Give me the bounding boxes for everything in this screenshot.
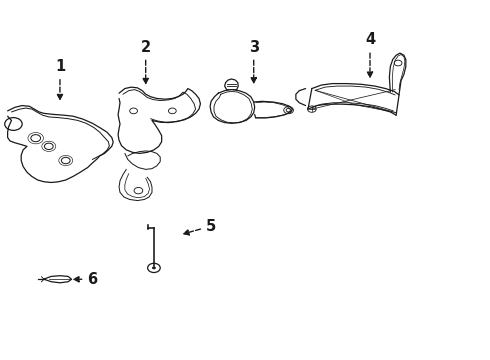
Circle shape bbox=[152, 266, 156, 269]
Text: 6: 6 bbox=[74, 272, 98, 287]
Text: 5: 5 bbox=[184, 219, 216, 235]
Text: 4: 4 bbox=[365, 32, 375, 77]
Text: 2: 2 bbox=[141, 40, 151, 84]
Text: 3: 3 bbox=[248, 40, 259, 83]
Text: 1: 1 bbox=[55, 59, 65, 99]
